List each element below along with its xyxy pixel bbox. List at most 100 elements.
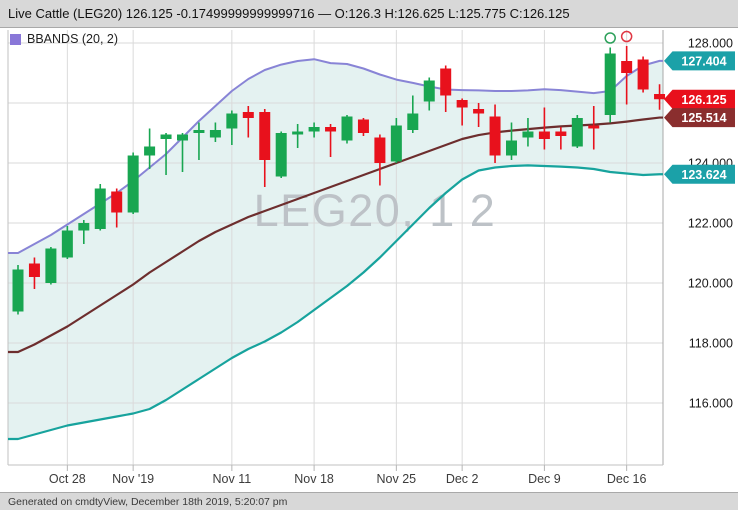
- candle-nov-7[interactable]: [193, 122, 205, 161]
- candle-oct-24[interactable]: [28, 257, 40, 290]
- x-axis-label: Nov 11: [213, 472, 252, 486]
- candle-nov-8[interactable]: [209, 122, 221, 143]
- candle-dec-5[interactable]: [506, 122, 517, 161]
- candle-nov-29[interactable]: [440, 65, 452, 113]
- candle-body: [374, 137, 386, 163]
- candle-body: [177, 134, 188, 141]
- candle-nov-15[interactable]: [292, 124, 304, 148]
- price-badge-label: 127.404: [681, 54, 726, 68]
- candle-nov-22[interactable]: [374, 134, 386, 186]
- candle-dec-3[interactable]: [473, 103, 485, 127]
- candle-body: [654, 94, 666, 100]
- y-axis-label: 116.000: [689, 397, 733, 411]
- candle-body: [621, 61, 633, 73]
- candle-body: [325, 127, 337, 132]
- candle-dec-17[interactable]: [637, 56, 649, 93]
- price-chart[interactable]: LEG20, 1 2128.000124.000122.000120.00011…: [0, 28, 738, 492]
- candle-body: [489, 116, 501, 156]
- bollinger-fill: [8, 59, 663, 439]
- candle-oct-23[interactable]: [12, 265, 24, 315]
- candle-dec-2[interactable]: [456, 98, 468, 126]
- candle-body: [127, 155, 139, 213]
- x-axis-label: Oct 28: [49, 472, 86, 486]
- candle-nov-26[interactable]: [407, 95, 419, 134]
- candle-body: [144, 146, 156, 156]
- watermark: LEG20, 1 2: [254, 185, 497, 236]
- footer-note: Generated on cmdtyView, December 18th 20…: [8, 495, 288, 508]
- footer-bar: Generated on cmdtyView, December 18th 20…: [0, 492, 738, 510]
- candle-body: [506, 140, 517, 156]
- candle-body: [390, 125, 402, 162]
- candle-nov-18[interactable]: [308, 122, 320, 138]
- candle-dec-4[interactable]: [489, 104, 501, 164]
- candle-nov-6[interactable]: [177, 133, 188, 172]
- legend-swatch-icon: [10, 33, 21, 45]
- x-axis-label: Nov '19: [112, 472, 154, 486]
- price-badge: [664, 89, 735, 109]
- title-bar: Live Cattle (LEG20) 126.125 -0.174999999…: [0, 0, 738, 28]
- x-axis-label: Nov 25: [377, 472, 417, 486]
- candle-dec-16[interactable]: [621, 46, 633, 105]
- candle-oct-30[interactable]: [94, 184, 106, 231]
- candle-nov-5[interactable]: [160, 133, 172, 175]
- candle-body: [473, 109, 485, 114]
- price-badge-label: 125.514: [681, 111, 726, 125]
- candle-body: [111, 191, 123, 213]
- x-axis-label: Dec 9: [528, 472, 561, 486]
- candle-nov-19[interactable]: [325, 124, 337, 157]
- price-badge: [664, 164, 735, 184]
- candle-body: [522, 131, 534, 138]
- candle-body: [571, 118, 583, 147]
- candle-body: [604, 53, 616, 115]
- candle-oct-28[interactable]: [61, 226, 73, 259]
- candle-body: [259, 112, 271, 160]
- candle-nov-14[interactable]: [275, 131, 287, 179]
- x-axis-label: Nov 18: [294, 472, 334, 486]
- candle-nov-1[interactable]: [127, 152, 139, 215]
- candle-nov-27[interactable]: [423, 77, 435, 111]
- legend-label: BBANDS (20, 2): [27, 32, 119, 46]
- candle-oct-31[interactable]: [111, 188, 123, 228]
- price-badge: [664, 108, 735, 128]
- candle-body: [308, 127, 320, 132]
- candle-body: [456, 100, 468, 108]
- candle-nov-4[interactable]: [144, 128, 156, 170]
- candle-body: [45, 248, 57, 283]
- chart-title: Live Cattle (LEG20) 126.125 -0.174999999…: [8, 6, 570, 21]
- candle-nov-21[interactable]: [357, 118, 369, 136]
- legend-bbands[interactable]: BBANDS (20, 2): [10, 32, 118, 46]
- candle-nov-13[interactable]: [259, 109, 271, 187]
- y-axis-label: 118.000: [689, 337, 733, 351]
- annotation-circle: [620, 30, 633, 43]
- candle-body: [193, 130, 205, 133]
- y-axis-label: 122.000: [688, 217, 733, 231]
- candle-dec-6[interactable]: [522, 118, 534, 147]
- candle-dec-13[interactable]: [604, 47, 616, 123]
- candle-body: [160, 134, 172, 139]
- candle-nov-11[interactable]: [226, 110, 238, 146]
- candle-body: [440, 68, 452, 96]
- candle-body: [341, 116, 353, 141]
- candle-nov-20[interactable]: [341, 115, 353, 144]
- candle-dec-10[interactable]: [555, 127, 567, 150]
- candle-nov-12[interactable]: [242, 106, 254, 138]
- candle-dec-18[interactable]: [654, 84, 666, 110]
- candle-body: [94, 188, 106, 229]
- bollinger-lower-line: [8, 164, 663, 441]
- candle-oct-29[interactable]: [78, 220, 90, 244]
- x-axis-label: Dec 16: [607, 472, 647, 486]
- candle-body: [357, 119, 369, 133]
- candle-body: [275, 133, 287, 177]
- candle-nov-25[interactable]: [390, 118, 402, 163]
- candle-body: [407, 113, 419, 130]
- candle-oct-25[interactable]: [45, 247, 57, 285]
- y-axis-label: 128.000: [688, 37, 733, 51]
- candle-dec-12[interactable]: [588, 106, 600, 150]
- x-axis-label: Dec 2: [446, 472, 479, 486]
- bollinger-middle-line: [8, 116, 663, 354]
- candle-dec-11[interactable]: [571, 115, 583, 148]
- candle-dec-9[interactable]: [538, 107, 550, 150]
- y-axis-label: 120.000: [688, 277, 733, 291]
- candle-body: [226, 113, 238, 129]
- candle-body: [61, 230, 73, 258]
